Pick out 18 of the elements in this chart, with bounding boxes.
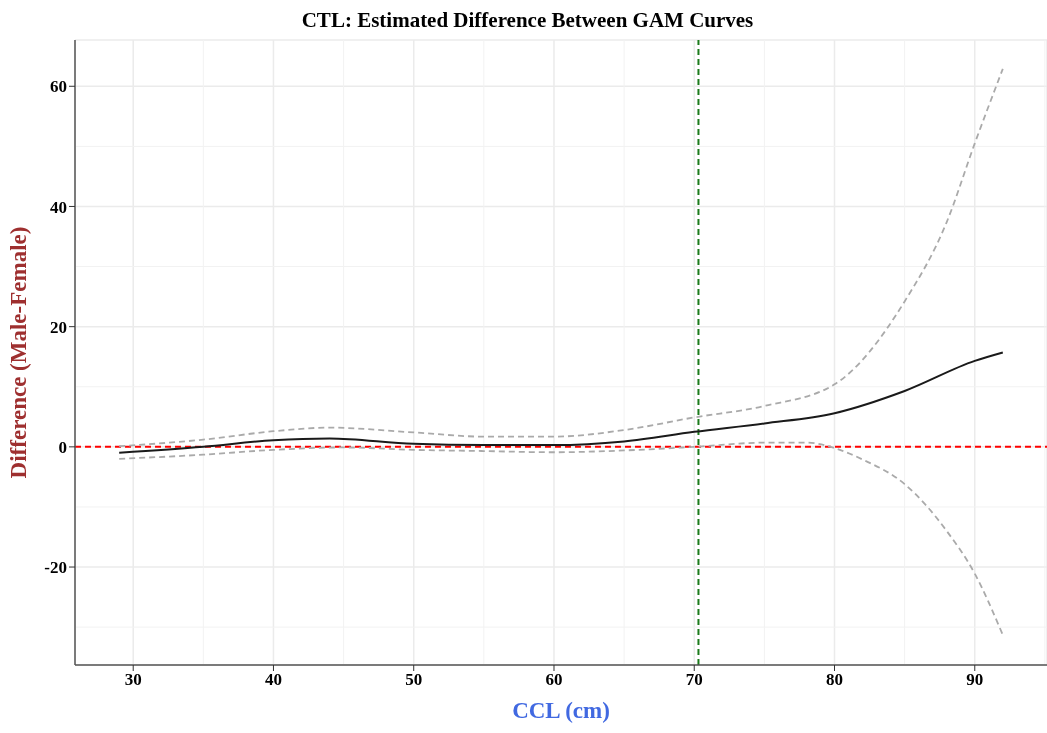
- y-tick-label: 0: [58, 437, 67, 457]
- y-tick-label: 40: [50, 197, 67, 217]
- line-series: [118, 441, 1004, 636]
- x-tick-label: 70: [685, 670, 703, 690]
- x-tick-label: 80: [826, 670, 844, 690]
- y-axis-title: Difference (Male-Female): [6, 226, 32, 479]
- y-tick-label: 60: [50, 77, 67, 97]
- chart-title: CTL: Estimated Difference Between GAM Curves: [300, 8, 755, 34]
- x-tick-label: 90: [966, 670, 984, 690]
- y-tick-label: -20: [44, 558, 67, 578]
- x-tick-label: 50: [405, 670, 423, 690]
- x-tick-label: 30: [124, 670, 142, 690]
- x-tick-label: 60: [545, 670, 563, 690]
- line-series: [118, 351, 1004, 454]
- y-tick-label: 20: [50, 317, 67, 337]
- x-axis-title: CCL (cm): [512, 698, 610, 723]
- line-series: [118, 67, 1004, 448]
- x-tick-label: 40: [264, 670, 282, 690]
